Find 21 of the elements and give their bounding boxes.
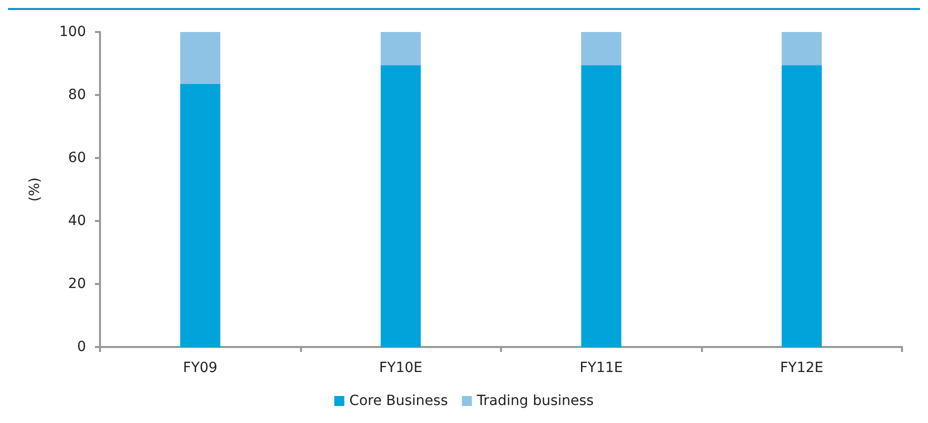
bar <box>581 32 622 66</box>
bar <box>180 32 220 84</box>
bar <box>581 65 622 347</box>
bar <box>180 84 220 347</box>
y-tick-label: 40 <box>68 213 86 229</box>
y-tick-label: 60 <box>68 150 86 166</box>
bar <box>380 32 421 66</box>
bar <box>380 65 421 347</box>
x-tick-label: FY12E <box>780 360 824 376</box>
bar <box>782 65 822 347</box>
y-tick-label: 0 <box>77 339 86 355</box>
y-tick-label: 20 <box>68 276 86 292</box>
x-tick-label: FY11E <box>580 360 623 376</box>
y-tick-label: 100 <box>59 24 86 40</box>
legend-label: Trading business <box>476 393 594 409</box>
x-tick-label: FY10E <box>379 360 422 376</box>
y-axis-title: (%) <box>27 177 43 202</box>
x-tick-label: FY09 <box>183 360 218 376</box>
bar <box>782 32 822 66</box>
y-tick-label: 80 <box>68 87 86 103</box>
legend-label: Core Business <box>349 393 448 409</box>
